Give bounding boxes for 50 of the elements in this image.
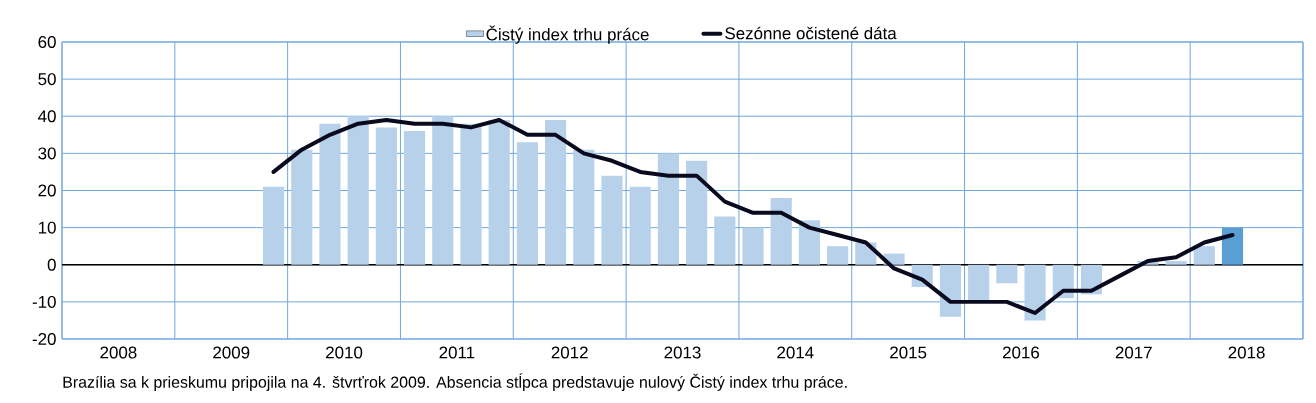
bar [460,123,482,265]
y-tick-label: 0 [47,258,56,271]
bar [1165,261,1187,265]
y-tick-label: 30 [38,147,56,160]
x-tick-label: 2018 [1228,346,1265,359]
legend-label: Sezónne očistené dáta [725,26,897,40]
y-tick-label: -10 [32,295,56,308]
bar [1221,227,1244,265]
bar [714,216,736,265]
bar [1193,246,1215,265]
bar [375,127,397,265]
x-tick-label: 2008 [100,346,137,359]
x-tick-label: 2013 [664,346,701,359]
bar [488,119,510,265]
bar [403,131,426,265]
y-tick-label: 60 [38,36,56,48]
bar [939,264,962,317]
y-tick-label: 40 [38,110,56,123]
y-tick-label: 10 [38,221,56,234]
bar [432,116,454,265]
text: Brazília sa k prieskumu pripojila na 4. štvrťrok 2009. Absencia stĺpca predstavuje nulový Čistý index trhu práce. [63,373,847,391]
x-tick-label: 2010 [326,346,363,359]
bar [657,153,679,265]
bar [629,186,651,265]
bar [545,119,567,265]
bar [968,264,990,302]
x-tick-label: 2017 [1115,346,1152,359]
bar [1024,264,1046,321]
bar [770,197,792,265]
bar [827,246,849,265]
bar [996,264,1018,284]
legend-label: Čistý index trhu práce [486,25,649,44]
bar [573,149,595,265]
bar [262,186,285,265]
bar [601,175,623,265]
bar [319,123,341,265]
x-tick-label: 2009 [213,346,250,359]
x-tick-label: 2011 [439,346,475,359]
x-tick-label: 2012 [551,346,588,359]
x-tick-label: 2014 [777,346,814,359]
bar [742,227,764,265]
bar [291,149,313,265]
x-tick-label: 2015 [890,346,927,359]
bar [516,142,538,265]
bar [347,116,369,265]
y-tick-label: 50 [38,73,56,86]
bar [686,160,708,265]
x-tick-label: 2016 [1002,346,1040,359]
y-tick-label: 20 [38,184,56,197]
y-tick-label: -20 [32,333,56,345]
